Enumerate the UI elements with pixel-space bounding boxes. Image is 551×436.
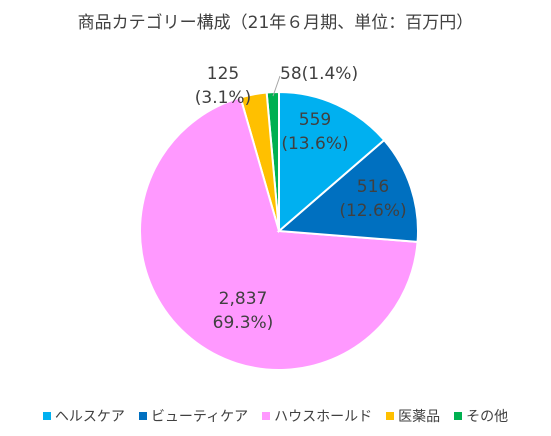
legend-item-household: ハウスホールド xyxy=(262,406,372,426)
data-label-value: 516 xyxy=(356,177,390,197)
data-label-healthcare: 559 (13.6%) xyxy=(280,108,350,156)
data-label-pharma: 125 (3.1%) xyxy=(188,62,258,110)
data-label-household: 2,837 69.3%) xyxy=(208,287,278,335)
legend: ヘルスケア ビューティケア ハウスホールド 医薬品 その他 xyxy=(0,406,551,426)
data-label-beautycare: 516 (12.6%) xyxy=(338,175,408,223)
leader-line-other xyxy=(272,75,281,97)
legend-label: ヘルスケア xyxy=(54,409,125,425)
legend-swatch xyxy=(262,412,271,420)
legend-swatch xyxy=(386,412,395,420)
legend-label: ビューティケア xyxy=(150,409,249,425)
legend-swatch xyxy=(454,412,463,420)
data-label-value: 559 xyxy=(298,110,332,130)
slice-beautycare xyxy=(276,138,419,243)
data-label-value: 58(1.4%) xyxy=(280,64,359,84)
data-label-percent: (3.1%) xyxy=(194,88,252,108)
legend-item-healthcare: ヘルスケア xyxy=(42,406,125,426)
legend-item-pharma: 医薬品 xyxy=(386,406,440,426)
legend-label: 医薬品 xyxy=(398,409,441,425)
data-label-percent: 69.3%) xyxy=(212,313,274,333)
legend-swatch xyxy=(138,412,147,420)
slice-healthcare xyxy=(278,90,386,234)
data-label-other: 58(1.4%) xyxy=(280,62,370,86)
legend-item-beautycare: ビューティケア xyxy=(138,406,249,426)
legend-label: その他 xyxy=(466,409,509,425)
data-label-percent: (13.6%) xyxy=(281,134,349,154)
data-label-value: 125 xyxy=(206,64,240,84)
chart-title: 商品カテゴリー構成（21年６月期、単位：百万円） xyxy=(77,13,474,33)
legend-swatch xyxy=(42,412,51,420)
legend-label: ハウスホールド xyxy=(274,409,373,425)
data-label-value: 2,837 xyxy=(218,289,268,309)
data-label-percent: (12.6%) xyxy=(339,201,407,221)
slice-household xyxy=(139,96,419,371)
legend-item-other: その他 xyxy=(454,406,508,426)
